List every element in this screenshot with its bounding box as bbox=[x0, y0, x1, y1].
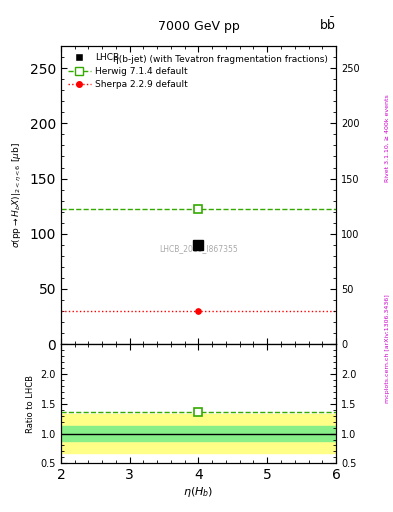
X-axis label: $\eta(H_b)$: $\eta(H_b)$ bbox=[183, 485, 214, 499]
Text: η(b-jet) (with Tevatron fragmentation fractions): η(b-jet) (with Tevatron fragmentation fr… bbox=[113, 55, 328, 64]
Text: Rivet 3.1.10, ≥ 400k events: Rivet 3.1.10, ≥ 400k events bbox=[385, 94, 390, 182]
Y-axis label: $\sigma(\mathrm{pp} \rightarrow H_b X)|_{2<\eta<6}\ [\mu\mathrm{b}]$: $\sigma(\mathrm{pp} \rightarrow H_b X)|_… bbox=[11, 142, 24, 248]
Text: LHCB_2010_I867355: LHCB_2010_I867355 bbox=[159, 244, 238, 253]
Legend: LHCB, Herwig 7.1.4 default, Sherpa 2.2.9 default: LHCB, Herwig 7.1.4 default, Sherpa 2.2.9… bbox=[65, 51, 191, 92]
Text: mcplots.cern.ch [arXiv:1306.3436]: mcplots.cern.ch [arXiv:1306.3436] bbox=[385, 294, 390, 402]
Y-axis label: Ratio to LHCB: Ratio to LHCB bbox=[26, 375, 35, 433]
Text: b$\mathdefault{\bar{b}}$: b$\mathdefault{\bar{b}}$ bbox=[319, 17, 336, 33]
Text: 7000 GeV pp: 7000 GeV pp bbox=[158, 20, 239, 33]
